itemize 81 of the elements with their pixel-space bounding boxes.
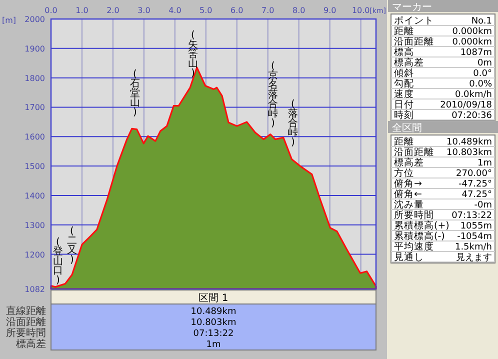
y-axis-title: [m] xyxy=(2,16,16,25)
y-tick-label: 1300 xyxy=(24,220,45,230)
category-label: 沿面距離 xyxy=(394,36,434,48)
text: 47.25° xyxy=(462,190,492,200)
text: 10.489km xyxy=(190,307,236,317)
category-label: 見通し xyxy=(394,251,424,263)
category-label: 距離 xyxy=(394,136,414,148)
category-label: 標高 xyxy=(394,46,414,58)
text: 1055m xyxy=(460,222,492,232)
text: 見えます xyxy=(456,253,492,263)
text: -47.25° xyxy=(458,180,492,190)
text: 1087m xyxy=(460,48,492,58)
x-tick-label: 8.0 xyxy=(292,6,306,15)
annotation: (石堂山) xyxy=(130,69,140,118)
text: -0m xyxy=(474,200,492,210)
text: マーカー xyxy=(392,2,432,13)
text: 区間 1 xyxy=(198,293,228,304)
x-tick-label: 1.0 xyxy=(76,6,88,15)
category-label: ポイント xyxy=(394,16,434,26)
x-tick-label: 4.0 xyxy=(168,6,182,15)
category-label: 累積標高(+) xyxy=(394,220,450,232)
category-label: 所要時間 xyxy=(6,327,46,339)
text: 1m xyxy=(206,340,221,350)
x-tick-label: 6.0 xyxy=(230,6,244,15)
x-tick-label: 2.0 xyxy=(106,6,120,15)
y-tick-label: 1500 xyxy=(24,162,45,172)
y-tick-label: 1900 xyxy=(24,44,45,54)
text: 07:13:22 xyxy=(452,211,492,221)
text: 0.0km/h xyxy=(454,90,492,100)
x-tick-label: 7.0 xyxy=(262,6,274,15)
category-label: 標高差 xyxy=(394,156,424,168)
category-label: 平均速度 xyxy=(394,240,434,252)
y-tick-label: 1800 xyxy=(24,74,45,83)
annotation: (矢筈山) xyxy=(188,30,198,79)
category-label: 方位 xyxy=(394,167,414,179)
text: 10.803km xyxy=(190,318,236,328)
text: 1m xyxy=(478,158,492,168)
text: -1054m xyxy=(457,232,492,242)
category-label: 所要時間 xyxy=(394,209,434,221)
text: 07:20:36 xyxy=(452,111,492,121)
text: 2010/09/18 xyxy=(440,100,492,110)
text: 07:13:22 xyxy=(193,329,234,339)
text: 0m xyxy=(478,58,492,68)
category-label: 勾配 xyxy=(394,78,414,90)
category-label: 累積標高(-) xyxy=(394,230,445,242)
text: 270.00° xyxy=(456,169,492,179)
x-tick-label: 5.0 xyxy=(200,6,212,15)
category-label: 俯角→ xyxy=(394,178,422,190)
x-tick-label: 10.0 xyxy=(352,6,370,15)
category-label: 俯角← xyxy=(394,188,422,200)
category-label: 傾斜 xyxy=(394,67,414,79)
x-tick-label: 3.0 xyxy=(138,6,150,15)
text: 10.489km xyxy=(446,138,492,148)
y-tick-label: 1082 xyxy=(24,285,45,294)
y-tick-label: 2000 xyxy=(24,15,45,24)
category-label: 沿面距離 xyxy=(6,316,46,328)
category-label: 標高差 xyxy=(16,338,46,350)
category-label: 標高差 xyxy=(394,56,424,68)
category-label: 速度 xyxy=(394,88,414,100)
category-label: 直線距離 xyxy=(6,305,46,317)
text: 0.0° xyxy=(473,69,492,79)
text: 0.000km xyxy=(452,38,492,48)
y-tick-label: 1600 xyxy=(24,132,45,142)
category-label: 日付 xyxy=(394,100,414,110)
y-tick-label: 1200 xyxy=(24,250,45,260)
x-tick-label: 9.0 xyxy=(323,6,336,15)
text: 全区間 xyxy=(392,122,422,134)
y-tick-label: 1700 xyxy=(24,103,45,112)
text: No.1 xyxy=(471,16,492,26)
category-label: 時刻 xyxy=(394,109,414,121)
category-label: 沈み量 xyxy=(394,198,424,210)
annotation: (落合峠) xyxy=(288,99,298,148)
y-tick-label: 1400 xyxy=(24,191,45,200)
annotation: (二又) xyxy=(67,226,77,266)
category-label: 沿面距離 xyxy=(394,146,434,158)
text: 10.803km xyxy=(446,148,492,158)
text: 0.000km xyxy=(452,27,492,37)
x-tick-label: 0.0 xyxy=(44,6,58,15)
text: 1.5km/h xyxy=(454,242,492,252)
text: 0.0% xyxy=(469,80,492,90)
category-label: 距離 xyxy=(394,25,414,37)
